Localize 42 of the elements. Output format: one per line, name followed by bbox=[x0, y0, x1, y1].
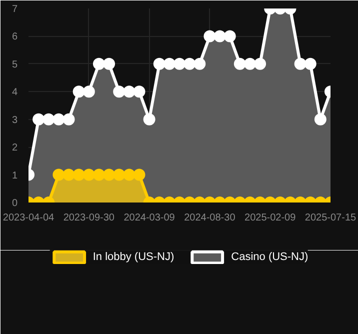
y-tick-label: 0 bbox=[12, 198, 18, 209]
point bbox=[204, 30, 216, 42]
point bbox=[214, 30, 226, 42]
legend-label: Casino (US-NJ) bbox=[231, 251, 308, 263]
point bbox=[62, 113, 75, 126]
x-tick-label: 2025-07-15 bbox=[304, 212, 357, 224]
point bbox=[244, 58, 256, 70]
point bbox=[32, 113, 45, 126]
point bbox=[224, 30, 236, 42]
point bbox=[123, 86, 136, 98]
point bbox=[82, 86, 95, 98]
y-tick-label: 2 bbox=[12, 142, 18, 154]
point bbox=[254, 58, 266, 70]
point bbox=[143, 113, 156, 126]
point bbox=[52, 113, 65, 126]
point bbox=[42, 113, 55, 126]
point bbox=[194, 58, 206, 70]
point bbox=[113, 86, 126, 98]
x-tick-label: 2025-02-09 bbox=[244, 212, 296, 224]
y-tick-label: 3 bbox=[12, 114, 18, 126]
y-tick-label: 5 bbox=[12, 59, 18, 70]
point bbox=[304, 58, 316, 70]
y-tick-label: 1 bbox=[12, 170, 18, 182]
point bbox=[294, 58, 306, 70]
point bbox=[174, 58, 186, 70]
point bbox=[92, 58, 105, 70]
point bbox=[72, 86, 85, 98]
x-tick-label: 2024-08-30 bbox=[184, 212, 236, 224]
y-tick-label: 7 bbox=[12, 4, 18, 15]
legend-label: In lobby (US-NJ) bbox=[92, 251, 174, 263]
x-tick-label: 2023-09-30 bbox=[63, 212, 115, 224]
x-tick-label: 2024-03-09 bbox=[124, 212, 176, 224]
point bbox=[103, 58, 116, 70]
y-tick-label: 6 bbox=[12, 32, 18, 43]
point bbox=[133, 86, 146, 98]
point bbox=[234, 58, 246, 70]
point bbox=[184, 58, 196, 70]
x-tick-label: 2023-04-04 bbox=[2, 212, 55, 224]
y-tick-label: 4 bbox=[12, 87, 18, 98]
point bbox=[153, 58, 166, 70]
point bbox=[314, 113, 326, 126]
point bbox=[163, 58, 176, 70]
